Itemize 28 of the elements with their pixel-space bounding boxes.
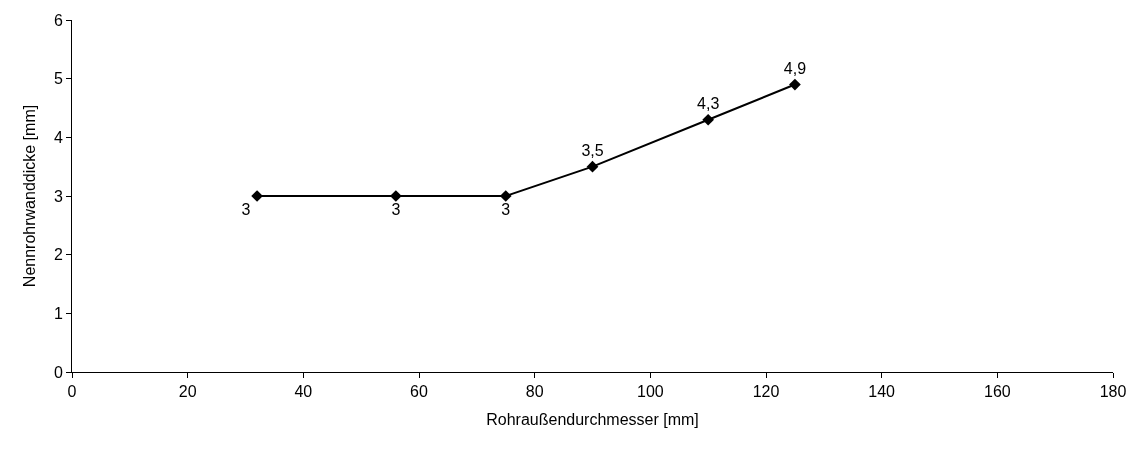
y-axis-title: Nennrohrwanddicke [mm] — [20, 104, 38, 288]
data-label: 3 — [501, 200, 511, 218]
x-tick-label: 140 — [868, 383, 896, 401]
x-tick-label: 40 — [294, 383, 313, 401]
x-tick-label: 120 — [752, 383, 780, 401]
point — [789, 78, 801, 91]
data-label: 3,5 — [581, 142, 604, 160]
y-tick-label: 4 — [53, 128, 63, 146]
x-tick-label: 60 — [410, 383, 428, 401]
x-tick-label: 0 — [67, 383, 77, 401]
point — [702, 113, 715, 126]
y-tick-label: 0 — [53, 363, 63, 381]
x-tick-label: 160 — [983, 383, 1011, 401]
x-tick-label: 100 — [636, 383, 664, 401]
x-tick-label: 180 — [1099, 383, 1127, 401]
point — [586, 160, 599, 173]
y-tick-label: 1 — [53, 304, 63, 322]
data-label: 3 — [391, 200, 401, 218]
y-tick-label: 6 — [53, 11, 63, 29]
data-label: 4,9 — [783, 59, 807, 77]
data-label: 4,3 — [697, 95, 720, 113]
x-axis-title: Rohraußendurchmesser [mm] — [486, 410, 699, 428]
y-tick-label: 2 — [53, 246, 63, 264]
x-tick-label: 20 — [178, 383, 197, 401]
y-tick-label: 3 — [53, 187, 63, 205]
data-label: 3 — [241, 200, 251, 218]
y-tick-label: 5 — [53, 70, 63, 88]
x-tick-label: 80 — [525, 383, 544, 401]
